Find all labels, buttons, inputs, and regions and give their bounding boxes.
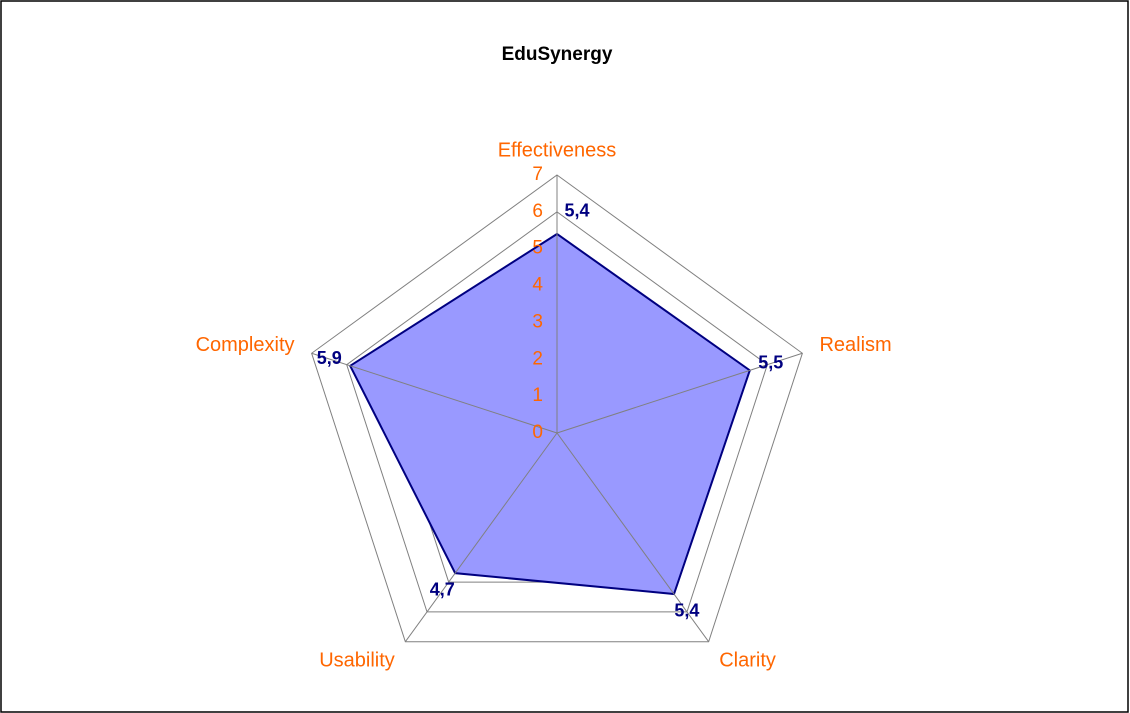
r-tick-label: 1	[532, 385, 543, 406]
spoke	[556, 432, 710, 643]
r-tick-label: 7	[532, 164, 543, 185]
category-label: Effectiveness	[498, 139, 617, 161]
r-tick-label: 2	[532, 348, 543, 369]
r-tick-label: 6	[532, 201, 543, 222]
r-tick-label: 4	[532, 275, 543, 296]
r-tick-label: 0	[532, 422, 543, 443]
chart-title: EduSynergy	[502, 44, 613, 65]
grid-ring	[346, 211, 768, 613]
category-label: Realism	[819, 334, 891, 356]
spoke	[556, 352, 803, 434]
category-label: Clarity	[719, 649, 776, 671]
spoke	[311, 352, 558, 434]
category-label: Usability	[319, 649, 395, 671]
spoke	[404, 432, 558, 643]
value-label: 4,7	[430, 580, 455, 600]
value-label: 5,4	[674, 601, 699, 621]
value-label: 5,9	[317, 348, 342, 368]
value-label: 5,4	[564, 201, 589, 221]
data-area	[348, 232, 751, 596]
r-tick-label: 5	[532, 238, 543, 259]
grid-ring	[311, 174, 803, 643]
category-label: Complexity	[196, 334, 295, 356]
value-label: 5,5	[758, 352, 783, 372]
r-tick-label: 3	[532, 311, 543, 332]
